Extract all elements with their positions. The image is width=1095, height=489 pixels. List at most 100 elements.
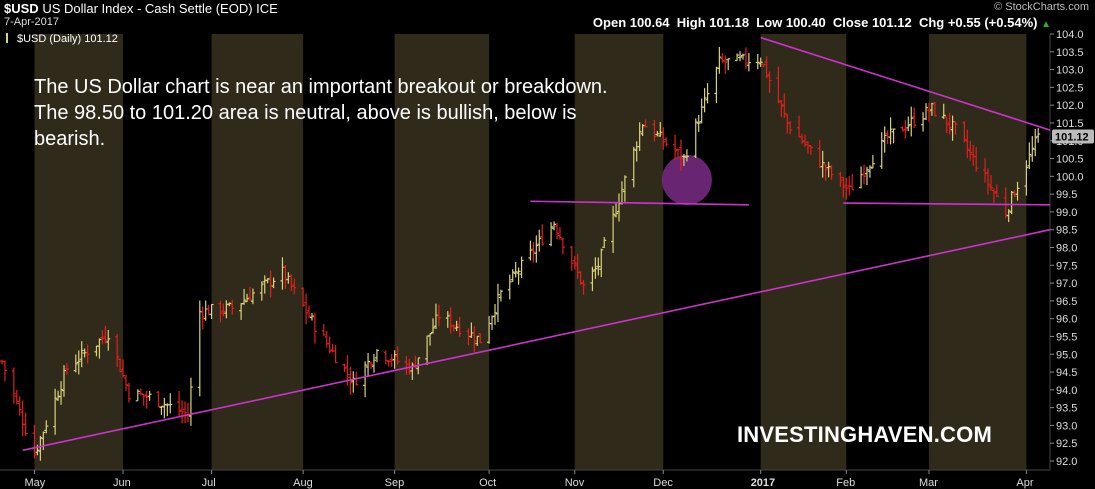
ohlc-bar	[230, 299, 235, 315]
y-tick-label: 102.5	[1056, 82, 1084, 94]
ohlc-bar	[268, 270, 273, 298]
ohlc-bar	[289, 274, 294, 292]
ohlc-bar	[684, 149, 689, 162]
ohlc-bar	[738, 51, 743, 62]
ohlc-bar	[304, 293, 309, 325]
ohlc-bar	[271, 277, 276, 289]
watermark: INVESTINGHAVEN.COM	[737, 422, 992, 447]
ohlc-bar	[557, 226, 562, 240]
month-band	[574, 34, 664, 470]
ohlc-bar	[250, 288, 255, 305]
ohlc-bar	[788, 121, 793, 135]
ohlc-bar	[841, 176, 846, 198]
ohlc-bar	[118, 358, 123, 373]
ohlc-bar	[962, 120, 967, 143]
ohlc-bar	[912, 107, 917, 128]
ohlc-bar	[974, 146, 979, 172]
ohlc-bar	[227, 302, 232, 307]
ohlc-bar	[531, 242, 536, 263]
ohlc-bar	[643, 119, 648, 128]
month-bands	[34, 34, 1027, 470]
highlight-circle-layer	[661, 154, 712, 205]
ohlc-bar	[38, 435, 43, 461]
ohlc-bar	[76, 350, 81, 375]
y-tick-label: 94.0	[1056, 385, 1077, 397]
ohlc-bar	[180, 400, 185, 424]
ohlc-bar	[1015, 181, 1020, 201]
ohlc-bar	[309, 313, 314, 321]
ohlc-bar	[572, 255, 577, 270]
ohlc-bar	[673, 134, 678, 161]
y-tick-label: 103.0	[1056, 65, 1084, 77]
ohlc-bar	[593, 257, 598, 279]
ohlc-bar	[631, 146, 636, 188]
ohlc-bar	[888, 117, 893, 145]
ohlc-bar	[776, 66, 781, 104]
grid	[0, 34, 1051, 471]
last-price-label: 101.12	[1055, 131, 1089, 143]
ohlc-bar	[312, 312, 317, 344]
ohlc-bar	[478, 333, 483, 344]
ohlc-bar	[678, 139, 683, 171]
chg-label: Chg	[918, 15, 945, 30]
ohlc-bar	[879, 132, 884, 169]
ohlc-bar	[838, 172, 843, 187]
ohlc-bar	[64, 363, 69, 375]
ohlc-bar	[197, 300, 202, 397]
month-band	[34, 34, 124, 470]
ohlc-bar	[395, 346, 400, 365]
ohlc-bar	[864, 166, 869, 186]
y-tick-label: 101.5	[1056, 118, 1084, 130]
ohlc-bar	[537, 229, 542, 252]
y-tick-label: 96.0	[1056, 314, 1077, 326]
ohlc-bar	[363, 361, 368, 398]
y-tick-label: 96.5	[1056, 296, 1077, 308]
ohlc-bar	[988, 175, 993, 191]
ohlc-bar	[1036, 128, 1041, 143]
y-tick-label: 98.5	[1056, 225, 1077, 237]
last-price-box	[1052, 129, 1094, 144]
y-tick-label: 92.0	[1056, 456, 1077, 468]
ohlc-bar	[433, 303, 438, 330]
y-tick-label: 93.5	[1056, 403, 1077, 415]
ohlc-bar	[209, 303, 214, 320]
ohlc-bar	[374, 349, 379, 363]
ohlc-bar	[301, 287, 306, 307]
ohlc-bar	[472, 326, 477, 352]
ohlc-bar	[829, 165, 834, 180]
ohlc-bar	[144, 390, 149, 409]
x-tick-label: Dec	[653, 477, 673, 489]
ohlc-bar	[59, 381, 64, 405]
ohlc-bar	[519, 256, 524, 279]
y-tick-label: 94.5	[1056, 367, 1077, 379]
ohlc-bar	[428, 333, 433, 346]
ohlc-bar	[850, 173, 855, 191]
ohlc-bar	[79, 341, 84, 368]
close-value: 101.12	[871, 15, 912, 30]
ohlc-bar	[870, 155, 875, 169]
ohlc-bar	[941, 103, 946, 119]
ohlc-bar	[534, 235, 539, 263]
ohlc-bar	[802, 134, 807, 147]
ohlc-bar	[867, 165, 872, 178]
ohlc-bar	[366, 353, 371, 376]
ohlc-bar	[1003, 187, 1008, 219]
ohlc-bar	[247, 286, 252, 301]
ohlc-bar	[2, 360, 7, 382]
y-tick-label: 100.0	[1056, 171, 1084, 183]
ohlc-bar	[723, 55, 728, 74]
ohlc-bar	[554, 222, 559, 240]
ohlc-bar	[652, 119, 657, 142]
ohlc-bar	[436, 304, 441, 327]
high-label: High	[676, 15, 706, 30]
ohlc-bar	[735, 53, 740, 62]
ohlc-bar	[746, 53, 751, 72]
ohlc-bar	[658, 122, 663, 137]
ohlc-bar	[909, 106, 914, 137]
ohlc-bar	[1024, 160, 1029, 196]
x-tick-label: Jun	[113, 477, 131, 489]
ohlc-bar	[740, 53, 745, 60]
ohlc-bar	[475, 335, 480, 346]
ohlc-summary: Open 100.64 High 101.18 Low 100.40 Close…	[593, 15, 1051, 30]
y-tick-label: 100.5	[1056, 154, 1084, 166]
